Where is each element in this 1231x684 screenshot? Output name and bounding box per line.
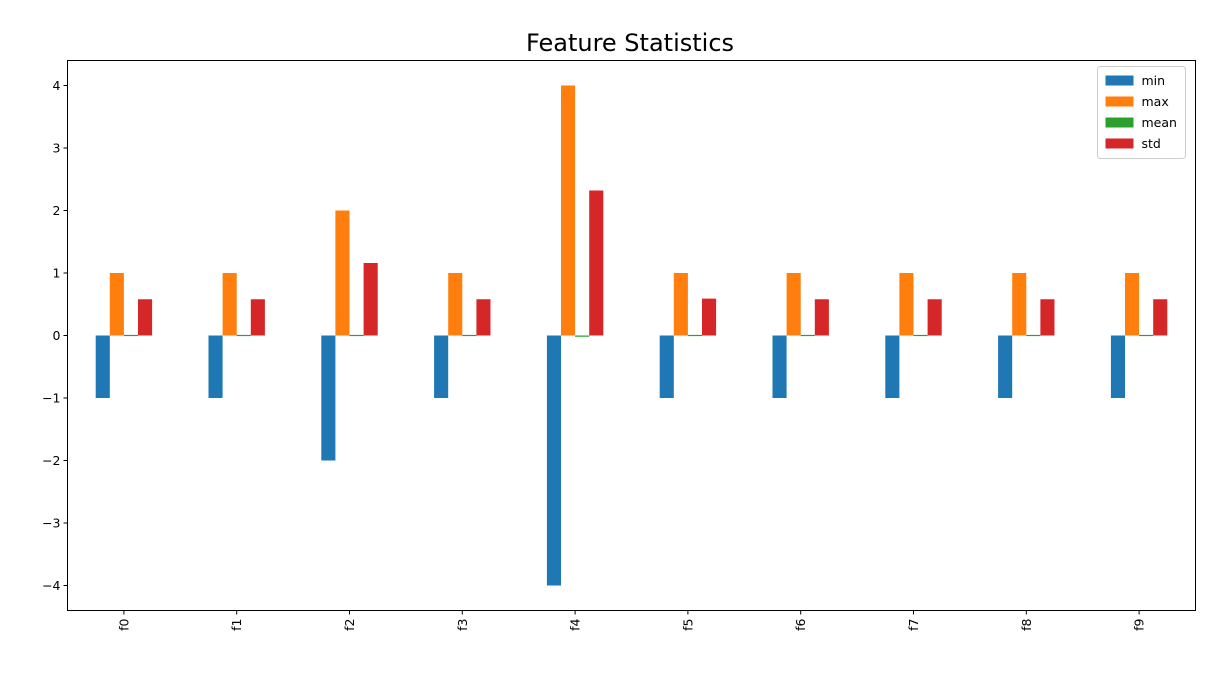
- bar-max-f3: [448, 273, 463, 336]
- bar-max-f5: [673, 273, 688, 336]
- legend-swatch-min: [1105, 75, 1134, 86]
- y-tick-label: −3: [42, 516, 60, 531]
- y-tick-label: 3: [53, 141, 61, 156]
- legend-label-std: std: [1142, 136, 1161, 151]
- x-tick-label: f5: [680, 619, 695, 631]
- legend-label-mean: mean: [1142, 115, 1177, 130]
- bar-mean-f4: [575, 335, 590, 337]
- bar-max-f8: [1012, 273, 1027, 336]
- bar-min-f3: [434, 335, 449, 398]
- x-tick-label: f2: [342, 619, 357, 631]
- bars-group: [95, 85, 1168, 586]
- bar-std-f7: [927, 299, 942, 336]
- bar-max-f4: [561, 85, 576, 336]
- bar-max-f2: [335, 210, 350, 336]
- bar-min-f6: [772, 335, 787, 398]
- bar-std-f6: [814, 299, 829, 336]
- bar-min-f0: [95, 335, 110, 398]
- bar-std-f9: [1153, 299, 1168, 336]
- y-tick-label: −4: [42, 578, 60, 593]
- bar-min-f5: [659, 335, 674, 398]
- bar-max-f6: [786, 273, 801, 336]
- bar-max-f0: [109, 273, 124, 336]
- bar-std-f2: [363, 263, 378, 336]
- y-axis: 4 3 2 1 0 −1 −2 −3 −4: [42, 78, 68, 593]
- bar-mean-f5: [687, 334, 702, 337]
- y-tick-label: 4: [53, 78, 61, 93]
- x-tick-label: f7: [906, 619, 921, 631]
- bar-max-f9: [1125, 273, 1140, 336]
- bar-mean-f9: [1139, 334, 1154, 337]
- bar-std-f8: [1040, 299, 1055, 336]
- x-tick-label: f9: [1132, 618, 1147, 630]
- bar-std-f4: [589, 190, 604, 336]
- bar-mean-f2: [349, 334, 364, 337]
- x-tick-label: f4: [568, 618, 583, 630]
- legend-label-min: min: [1142, 73, 1166, 88]
- x-tick-label: f0: [116, 618, 131, 630]
- y-tick-label: 2: [53, 203, 61, 218]
- legend-swatch-std: [1105, 138, 1134, 149]
- bar-mean-f6: [800, 334, 815, 337]
- bar-min-f2: [321, 335, 336, 461]
- bar-max-f1: [222, 273, 237, 336]
- bar-min-f8: [998, 335, 1013, 398]
- bar-mean-f8: [1026, 334, 1041, 337]
- bar-mean-f1: [236, 334, 251, 337]
- chart-title: Feature Statistics: [526, 29, 734, 57]
- x-tick-label: f8: [1019, 618, 1034, 630]
- bar-mean-f7: [913, 334, 928, 337]
- y-tick-label: 0: [53, 328, 61, 343]
- x-tick-label: f3: [455, 619, 470, 631]
- x-axis: f0 f1 f2 f3 f4 f5 f6 f7 f8 f9: [116, 610, 1147, 631]
- bar-min-f9: [1110, 335, 1125, 398]
- bar-mean-f0: [123, 334, 138, 337]
- bar-std-f3: [476, 299, 491, 336]
- x-tick-label: f6: [793, 618, 808, 630]
- bar-mean-f3: [462, 334, 477, 337]
- y-tick-label: −2: [42, 453, 60, 468]
- legend-swatch-max: [1105, 96, 1134, 107]
- bar-min-f4: [546, 335, 561, 586]
- bar-std-f5: [702, 298, 717, 336]
- y-tick-label: 1: [53, 266, 61, 281]
- y-tick-label: −1: [42, 391, 60, 406]
- legend-box: [1097, 66, 1186, 159]
- legend: min max mean std: [1097, 66, 1186, 159]
- bar-min-f1: [208, 335, 223, 398]
- x-tick-label: f1: [229, 619, 244, 631]
- bar-max-f7: [899, 273, 914, 336]
- bar-std-f1: [250, 299, 265, 336]
- legend-swatch-mean: [1105, 117, 1134, 128]
- legend-label-max: max: [1142, 94, 1169, 109]
- bar-std-f0: [138, 299, 153, 336]
- bar-min-f7: [885, 335, 900, 398]
